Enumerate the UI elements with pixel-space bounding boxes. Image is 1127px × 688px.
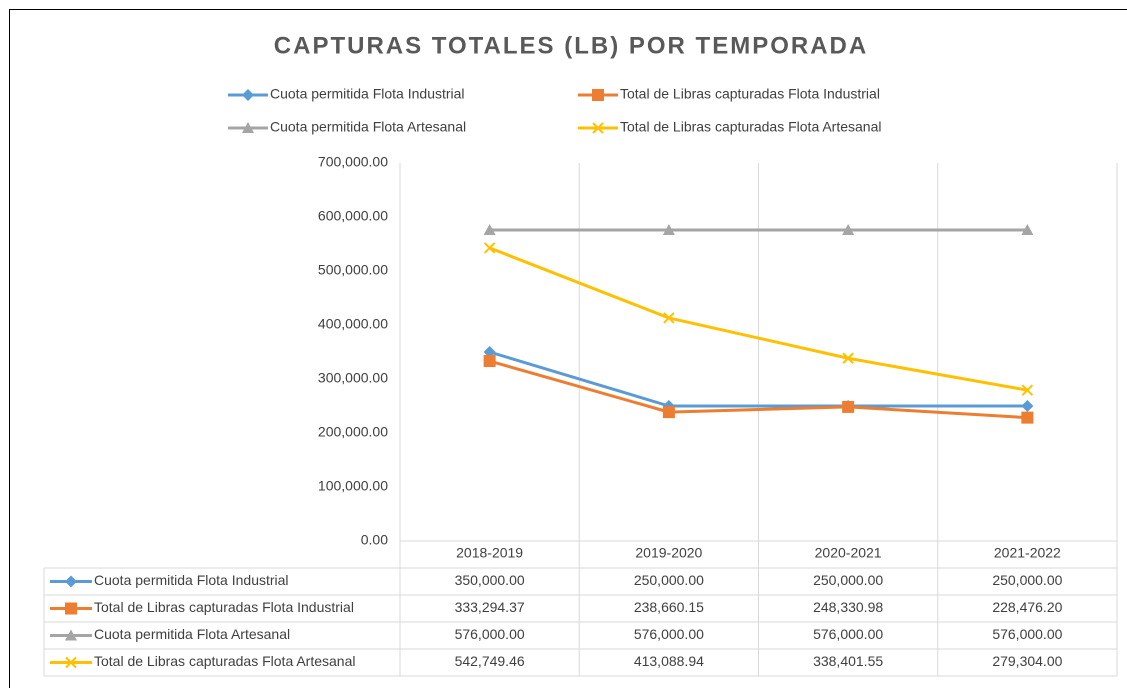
marker	[1021, 400, 1034, 412]
marker	[483, 242, 496, 254]
marker	[65, 629, 77, 641]
marker	[65, 602, 77, 615]
y-tick-label: 500,000.00	[318, 262, 388, 278]
table-row-label: Cuota permitida Flota Artesanal	[94, 626, 290, 642]
table-cell: 238,660.15	[634, 599, 704, 615]
table-cell: 576,000.00	[455, 626, 525, 642]
marker	[65, 575, 77, 588]
marker	[663, 312, 675, 324]
table-cell: 250,000.00	[992, 572, 1062, 588]
table-cell: 350,000.00	[455, 572, 525, 588]
table-cell: 542,749.46	[455, 653, 525, 669]
table-cell: 250,000.00	[634, 572, 704, 588]
y-tick-label: 100,000.00	[318, 478, 388, 494]
table-cell: 333,294.37	[455, 599, 525, 615]
x-tick-label: 2021-2022	[994, 545, 1061, 561]
chart-title: CAPTURAS TOTALES (LB) POR TEMPORADA	[274, 32, 868, 59]
x-tick-label: 2020-2021	[815, 545, 882, 561]
marker	[242, 122, 254, 133]
table-cell: 576,000.00	[634, 626, 704, 642]
chart-border	[9, 9, 1127, 688]
table-row-label: Cuota permitida Flota Industrial	[94, 572, 289, 588]
legend-label: Cuota permitida Flota Industrial	[270, 86, 465, 102]
table-cell: 576,000.00	[813, 626, 883, 642]
table-cell: 279,304.00	[992, 653, 1062, 669]
marker	[242, 89, 254, 101]
marker	[662, 406, 675, 419]
legend-label: Cuota permitida Flota Artesanal	[270, 119, 466, 135]
marker	[662, 223, 675, 235]
marker	[65, 656, 77, 669]
y-tick-label: 300,000.00	[318, 370, 388, 386]
table-cell: 413,088.94	[634, 653, 704, 669]
marker	[592, 122, 604, 134]
table-cell: 250,000.00	[813, 572, 883, 588]
x-tick-label: 2019-2020	[635, 545, 702, 561]
marker	[842, 352, 854, 364]
marker	[842, 400, 855, 413]
x-tick-label: 2018-2019	[456, 545, 523, 561]
marker	[842, 223, 855, 235]
marker	[483, 346, 496, 358]
table-row-label: Total de Libras capturadas Flota Industr…	[94, 599, 354, 615]
table-cell: 248,330.98	[813, 599, 883, 615]
marker	[1021, 223, 1034, 235]
series-line	[489, 359, 1028, 420]
y-tick-label: 600,000.00	[318, 208, 388, 224]
legend-label: Total de Libras capturadas Flota Artesan…	[620, 119, 882, 135]
marker	[483, 223, 496, 235]
series-line	[489, 246, 1028, 392]
series-line	[489, 350, 1028, 408]
marker	[592, 89, 604, 101]
marker	[483, 355, 496, 368]
table-cell: 338,401.55	[813, 653, 883, 669]
y-tick-label: 700,000.00	[318, 154, 388, 170]
marker	[1021, 384, 1034, 396]
legend-label: Total de Libras capturadas Flota Industr…	[620, 86, 880, 102]
y-tick-label: 400,000.00	[318, 316, 388, 332]
table-cell: 228,476.20	[992, 599, 1062, 615]
table-cell: 576,000.00	[992, 626, 1062, 642]
y-tick-label: 200,000.00	[318, 424, 388, 440]
marker	[1021, 411, 1034, 424]
y-tick-label: 0.00	[361, 532, 388, 548]
table-row-label: Total de Libras capturadas Flota Artesan…	[94, 653, 356, 669]
